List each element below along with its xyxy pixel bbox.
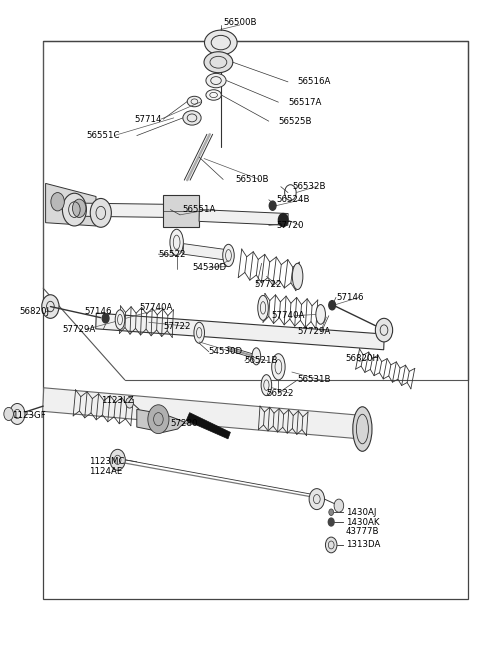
Ellipse shape: [206, 90, 221, 100]
Circle shape: [51, 193, 64, 211]
Text: 56521B: 56521B: [245, 356, 278, 365]
Ellipse shape: [223, 244, 234, 267]
Text: 1123LZ: 1123LZ: [101, 396, 133, 405]
Text: 56522: 56522: [266, 388, 294, 398]
Polygon shape: [96, 313, 384, 350]
Circle shape: [102, 314, 109, 323]
Text: 57722: 57722: [163, 322, 191, 331]
Text: 56820H: 56820H: [346, 354, 380, 364]
Text: 56525B: 56525B: [278, 117, 312, 126]
Ellipse shape: [353, 407, 372, 451]
Text: 56532B: 56532B: [293, 182, 326, 191]
Circle shape: [329, 301, 336, 310]
Circle shape: [328, 518, 334, 526]
Ellipse shape: [194, 322, 204, 343]
Text: 43777B: 43777B: [346, 527, 379, 536]
Ellipse shape: [258, 295, 268, 320]
Text: 1123GF: 1123GF: [12, 411, 46, 420]
Text: 56531B: 56531B: [298, 375, 331, 384]
Text: 56551C: 56551C: [86, 131, 120, 140]
Text: 56820J: 56820J: [19, 307, 49, 316]
Polygon shape: [43, 388, 360, 439]
Text: 54530D: 54530D: [192, 263, 226, 272]
Ellipse shape: [292, 263, 303, 290]
Text: 57280: 57280: [170, 419, 198, 428]
Ellipse shape: [187, 96, 202, 107]
Text: 56510B: 56510B: [235, 175, 269, 184]
Text: 1124AE: 1124AE: [89, 467, 122, 476]
Ellipse shape: [115, 310, 125, 329]
Text: 56522: 56522: [158, 250, 186, 259]
Text: 57714: 57714: [134, 115, 162, 124]
Bar: [43, 41, 468, 599]
Ellipse shape: [272, 354, 285, 380]
Circle shape: [325, 537, 337, 553]
Polygon shape: [46, 183, 96, 226]
Circle shape: [4, 407, 13, 421]
Ellipse shape: [204, 52, 233, 73]
Ellipse shape: [206, 73, 226, 88]
Text: 1313DA: 1313DA: [346, 540, 380, 550]
Text: 57740A: 57740A: [139, 303, 173, 312]
Text: 56524B: 56524B: [276, 195, 310, 204]
Ellipse shape: [252, 348, 261, 365]
Text: 57146: 57146: [336, 293, 363, 302]
Ellipse shape: [204, 30, 237, 55]
Text: 1123MC: 1123MC: [89, 457, 124, 466]
Circle shape: [278, 214, 288, 227]
Circle shape: [309, 489, 324, 510]
Circle shape: [126, 398, 133, 408]
Polygon shape: [74, 203, 170, 217]
Text: 1430AJ: 1430AJ: [346, 508, 376, 517]
Text: 56500B: 56500B: [223, 18, 257, 27]
Ellipse shape: [170, 229, 183, 255]
Bar: [163, 195, 199, 227]
Circle shape: [329, 509, 334, 515]
Text: 56517A: 56517A: [288, 98, 322, 107]
Polygon shape: [137, 409, 185, 432]
Circle shape: [148, 405, 169, 434]
Ellipse shape: [316, 305, 325, 324]
Circle shape: [375, 318, 393, 342]
Circle shape: [269, 201, 276, 210]
Text: 57146: 57146: [84, 307, 111, 316]
Text: 1430AK: 1430AK: [346, 517, 379, 527]
Text: 57720: 57720: [276, 221, 303, 230]
Text: 57740A: 57740A: [271, 311, 305, 320]
Circle shape: [72, 199, 86, 217]
Ellipse shape: [183, 111, 201, 125]
Ellipse shape: [261, 375, 272, 396]
Circle shape: [10, 403, 25, 424]
Text: 57722: 57722: [254, 280, 282, 290]
Text: 56551A: 56551A: [182, 205, 216, 214]
Text: 57729A: 57729A: [298, 327, 331, 336]
Circle shape: [90, 198, 111, 227]
Text: 56516A: 56516A: [298, 77, 331, 86]
Polygon shape: [186, 413, 230, 439]
Polygon shape: [199, 210, 288, 225]
Text: 54530D: 54530D: [209, 347, 243, 356]
Circle shape: [110, 449, 125, 470]
Text: 57729A: 57729A: [62, 325, 96, 334]
Circle shape: [334, 499, 344, 512]
Circle shape: [62, 193, 86, 226]
Polygon shape: [183, 244, 231, 261]
Circle shape: [42, 295, 59, 318]
